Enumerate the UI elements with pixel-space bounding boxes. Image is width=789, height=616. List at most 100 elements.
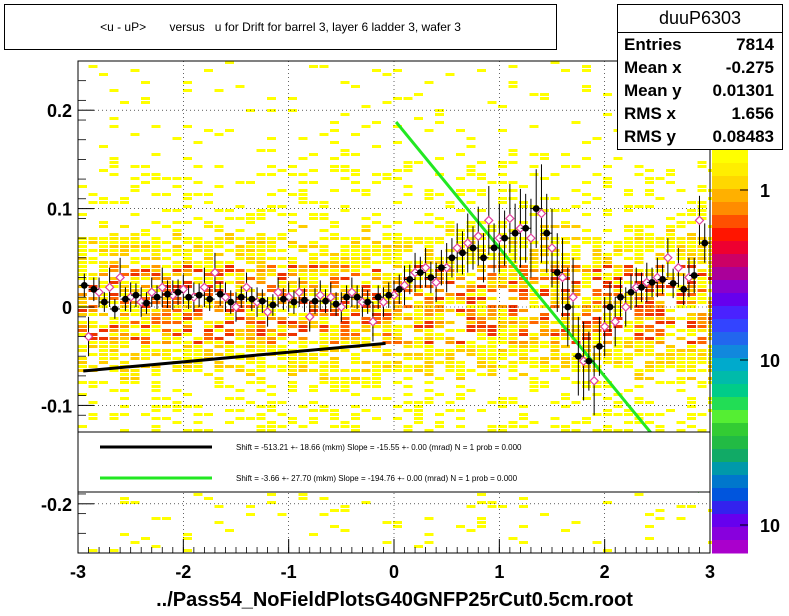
hist-cell [88,297,98,300]
hist-cell [519,285,528,288]
hist-cell [445,369,455,372]
hist-cell [277,249,287,252]
hist-cell [403,393,413,396]
hist-cell [624,389,633,392]
hist-cell [246,261,255,264]
hist-cell [655,253,665,256]
hist-cell [477,309,486,312]
hist-cell [477,285,486,288]
hist-cell [78,325,87,328]
profile-black-point [585,357,593,365]
hist-cell [508,285,518,288]
hist-cell [487,345,497,348]
hist-cell [550,417,560,420]
hist-cell [372,373,381,376]
hist-cell [414,353,423,356]
profile-black-point [100,298,108,306]
hist-cell [666,361,675,364]
hist-cell [613,429,623,432]
hist-cell [645,285,654,288]
hist-cell [435,289,444,292]
hist-cell [372,305,381,308]
hist-cell [340,169,350,172]
hist-cell [424,189,434,192]
hist-cell [613,273,623,276]
hist-cell [183,193,192,196]
hist-cell [372,397,381,400]
hist-cell [477,357,486,360]
hist-cell [214,365,224,368]
hist-cell [603,385,612,388]
hist-cell [582,397,591,400]
hist-cell [267,237,276,240]
hist-cell [277,353,287,356]
hist-cell [298,193,308,196]
hist-cell [204,265,213,268]
hist-cell [529,337,539,340]
hist-cell [592,341,602,344]
hist-cell [235,257,245,260]
hist-cell [319,405,329,408]
hist-cell [372,301,381,304]
profile-black-point [385,291,393,299]
hist-cell [141,173,150,176]
profile-pink-point [620,302,631,312]
hist-cell [267,257,276,260]
hist-cell [109,233,119,236]
hist-cell [603,209,612,212]
hist-cell [403,357,413,360]
hist-cell [382,321,392,324]
hist-cell [487,369,497,372]
hist-cell [550,173,560,176]
hist-cell [634,337,644,340]
hist-cell [498,505,507,508]
hist-cell [466,345,476,348]
hist-cell [687,285,696,288]
hist-cell [561,221,570,224]
hist-cell [267,333,276,336]
hist-cell [550,249,560,252]
hist-cell [225,237,234,240]
hist-cell [193,237,203,240]
hist-cell [393,201,402,204]
hist-cell [172,365,182,368]
hist-cell [288,321,297,324]
hist-cell [498,221,507,224]
hist-cell [645,401,654,404]
hist-cell [550,61,560,64]
hist-cell [540,277,549,280]
hist-cell [372,241,381,244]
hist-cell [529,293,539,296]
hist-cell [508,421,518,424]
hist-cell [277,309,287,312]
hist-cell [214,377,224,380]
hist-cell [78,361,87,364]
profile-black-point [606,303,614,311]
hist-cell [529,257,539,260]
hist-cell [372,333,381,336]
hist-cell [697,317,707,320]
hist-cell [225,61,234,64]
hist-cell [351,413,360,416]
hist-cell [571,205,581,208]
hist-cell [561,321,570,324]
hist-cell [256,357,266,360]
hist-cell [487,309,497,312]
hist-cell [361,361,371,364]
hist-cell [466,253,476,256]
hist-cell [592,337,602,340]
hist-cell [246,241,255,244]
profile-pink-point [199,282,210,293]
hist-cell [214,165,224,168]
hist-cell [435,269,444,272]
hist-cell [141,249,150,252]
hist-cell [393,237,402,240]
hist-cell [634,301,644,304]
hist-cell [414,345,423,348]
hist-cell [561,365,570,368]
hist-cell [603,185,612,188]
hist-cell [445,341,455,344]
hist-cell [424,257,434,260]
colorbar-cell [712,202,748,216]
hist-cell [162,209,171,212]
